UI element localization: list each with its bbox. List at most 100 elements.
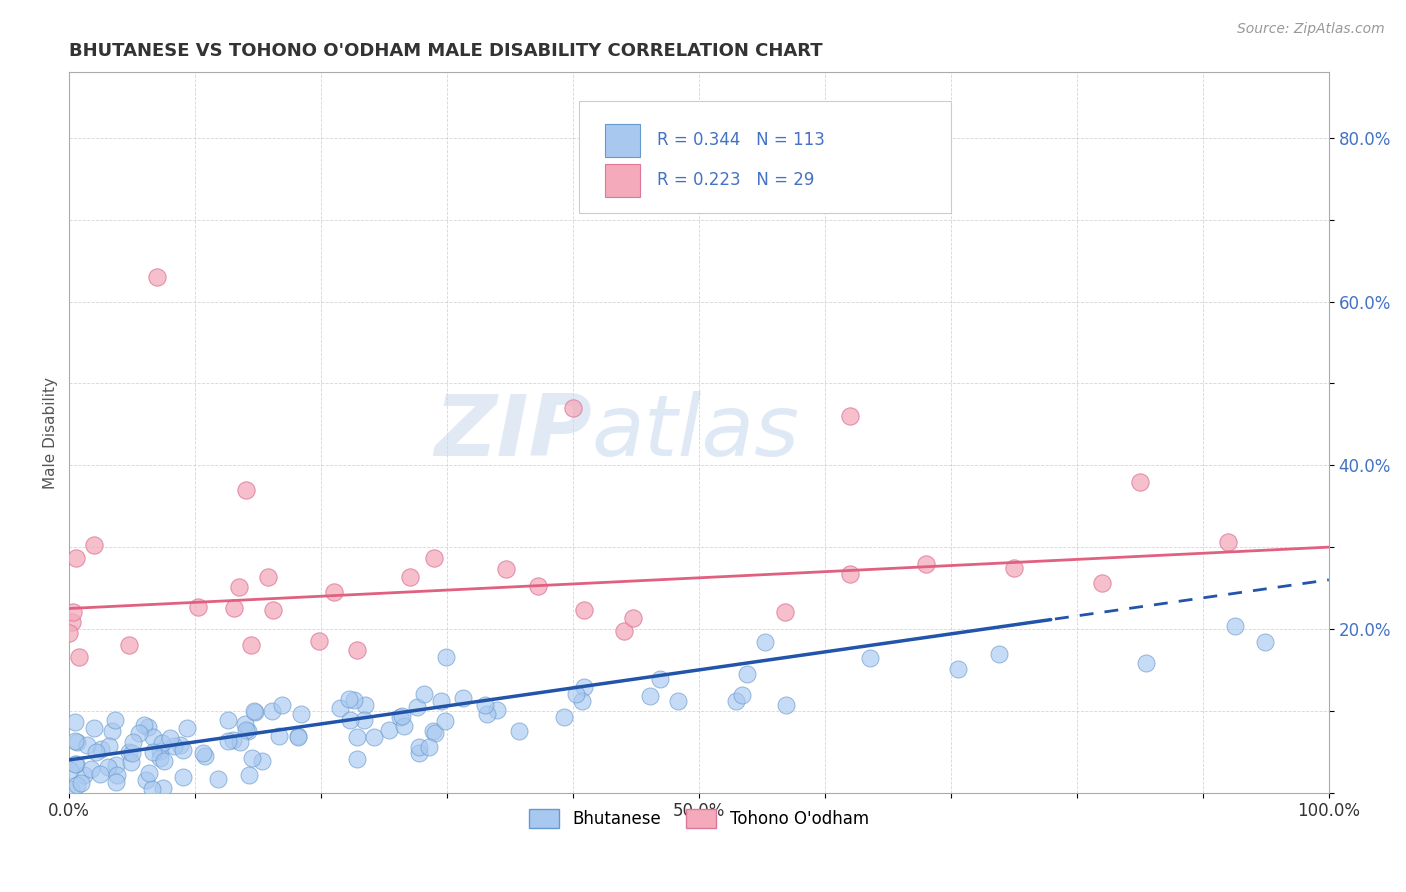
Point — [142, 731, 165, 745]
Point — [262, 704, 284, 718]
Point — [63, 756, 86, 771]
Point — [406, 699, 429, 714]
Point — [914, 557, 936, 571]
Y-axis label: Male Disability: Male Disability — [44, 376, 58, 489]
Point — [152, 780, 174, 795]
Point — [262, 603, 284, 617]
Point — [329, 701, 352, 715]
Point — [142, 745, 165, 759]
Point — [389, 709, 412, 723]
Point — [138, 766, 160, 780]
Point — [474, 698, 496, 712]
Point — [621, 611, 644, 625]
Text: Source: ZipAtlas.com: Source: ZipAtlas.com — [1237, 22, 1385, 37]
Point — [101, 724, 124, 739]
Point — [408, 739, 430, 754]
Point — [105, 758, 128, 772]
Point — [287, 730, 309, 744]
Point — [1129, 475, 1152, 489]
Point — [773, 605, 796, 619]
Point — [859, 651, 882, 665]
Point — [323, 585, 346, 599]
Point — [290, 706, 312, 721]
Point — [159, 731, 181, 745]
Point — [235, 483, 257, 497]
Point — [269, 729, 291, 743]
FancyBboxPatch shape — [605, 164, 640, 197]
Point — [353, 698, 375, 713]
Point — [339, 714, 361, 728]
Point — [527, 579, 550, 593]
Point — [240, 751, 263, 765]
Point — [839, 409, 862, 424]
Point — [84, 745, 107, 759]
Point — [839, 567, 862, 582]
Point — [423, 551, 446, 566]
Point — [423, 725, 446, 739]
Point — [83, 538, 105, 552]
Point — [146, 270, 169, 285]
Point — [59, 764, 82, 778]
Point — [571, 694, 593, 708]
Point — [229, 735, 252, 749]
Point — [565, 687, 588, 701]
Point — [236, 723, 259, 738]
Point — [572, 602, 595, 616]
Point — [948, 662, 970, 676]
Point — [89, 767, 111, 781]
Point — [149, 744, 172, 758]
Point — [163, 739, 186, 754]
Point — [434, 714, 457, 728]
Point — [1254, 634, 1277, 648]
Point — [436, 650, 458, 665]
Point — [408, 746, 430, 760]
Point — [193, 746, 215, 760]
Point — [150, 736, 173, 750]
Point — [308, 633, 330, 648]
Point — [90, 741, 112, 756]
Point — [153, 755, 176, 769]
Point — [486, 703, 509, 717]
Point — [118, 638, 141, 652]
Point — [240, 638, 263, 652]
Point — [553, 710, 575, 724]
Point — [731, 688, 754, 702]
Point — [987, 647, 1010, 661]
Point — [1135, 657, 1157, 671]
Point — [737, 667, 759, 681]
Point — [96, 760, 118, 774]
Point — [287, 729, 309, 743]
Point — [70, 776, 93, 790]
Point — [754, 635, 776, 649]
Point — [337, 691, 360, 706]
Point — [574, 680, 596, 694]
Point — [122, 735, 145, 749]
Point — [363, 730, 385, 744]
Text: BHUTANESE VS TOHONO O'ODHAM MALE DISABILITY CORRELATION CHART: BHUTANESE VS TOHONO O'ODHAM MALE DISABIL… — [69, 42, 823, 60]
Point — [169, 738, 191, 752]
Point — [562, 401, 585, 415]
Point — [135, 772, 157, 787]
Point — [477, 707, 499, 722]
Point — [60, 615, 83, 629]
Point — [243, 705, 266, 719]
Point — [132, 718, 155, 732]
Point — [65, 756, 87, 771]
Point — [418, 740, 440, 755]
Point — [222, 733, 245, 747]
Text: R = 0.223   N = 29: R = 0.223 N = 29 — [658, 171, 815, 189]
Point — [62, 606, 84, 620]
Point — [1216, 535, 1239, 549]
Point — [187, 600, 209, 615]
Point — [66, 735, 89, 749]
Point — [391, 709, 413, 723]
Point — [346, 752, 368, 766]
Point — [121, 746, 143, 760]
FancyBboxPatch shape — [579, 101, 950, 213]
Point — [378, 723, 401, 737]
Point — [172, 743, 194, 757]
Point — [252, 755, 274, 769]
Point — [343, 693, 366, 707]
Point — [149, 751, 172, 765]
Point — [105, 767, 128, 781]
